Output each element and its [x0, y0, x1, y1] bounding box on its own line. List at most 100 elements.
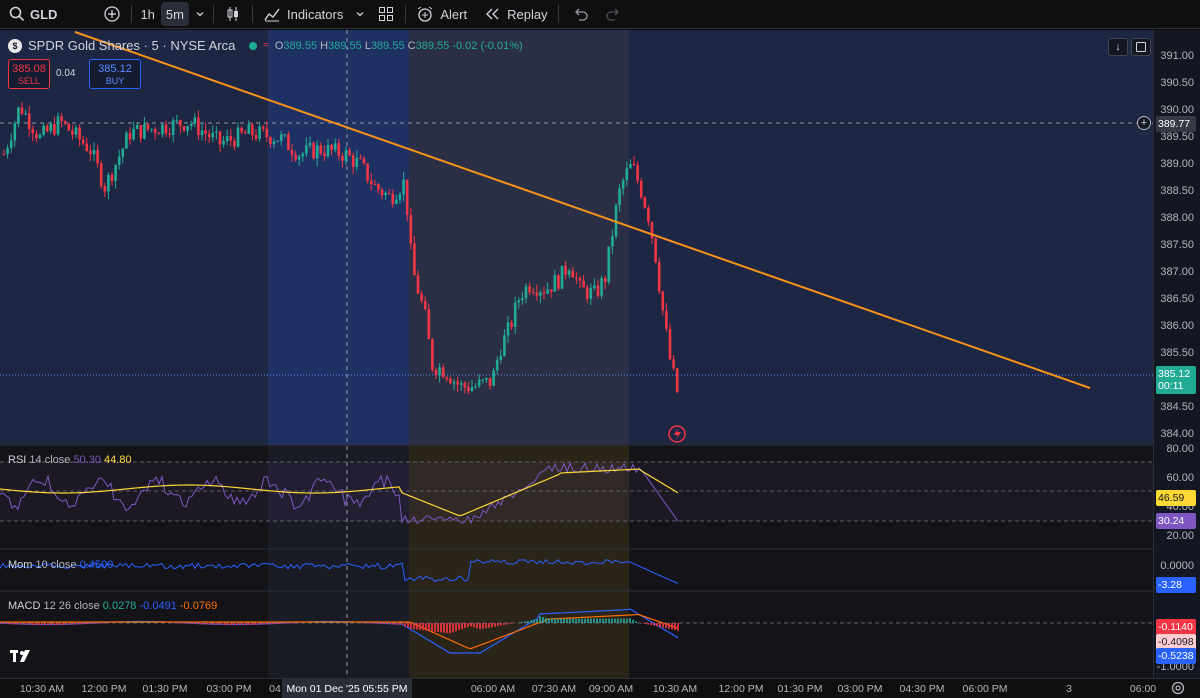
candle-body: [135, 125, 139, 129]
rsi-ma-value: 44.80: [104, 454, 132, 466]
fullscreen-button[interactable]: [1131, 38, 1151, 56]
layouts-button[interactable]: [369, 0, 403, 29]
candle-body: [6, 148, 9, 155]
symbol-title[interactable]: SPDR Gold Shares · 5 · NYSE Arca: [28, 38, 236, 53]
alert-button[interactable]: Alert: [408, 0, 475, 29]
candle-body: [359, 157, 362, 159]
macd-histogram-bar: [83, 623, 85, 625]
candle-body: [200, 130, 204, 136]
candle-body: [481, 379, 485, 381]
macd-histogram-bar: [476, 623, 478, 629]
candle-body: [607, 246, 611, 282]
candle-body: [132, 128, 135, 140]
macd-lines: [0, 608, 679, 654]
undo-button[interactable]: [561, 0, 599, 29]
candle-body: [9, 140, 13, 149]
mom-legend[interactable]: Mom 10 close 0.4500: [8, 559, 113, 571]
flag-icon[interactable]: ≈: [263, 40, 269, 51]
time-axis-label: 04:30 PM: [899, 683, 945, 695]
macd-histogram-bar: [275, 623, 277, 625]
macd-histogram-bar: [2, 623, 4, 624]
candle-body: [20, 107, 24, 114]
compare-button[interactable]: [95, 0, 129, 29]
alarm-clock-icon: [418, 6, 433, 22]
macd-histogram-bar: [62, 623, 64, 625]
price-scale-label: 386.50: [1160, 293, 1194, 305]
ohlc-values: O389.55 H389.55 L389.55 C389.55 -0.02 (-…: [274, 39, 523, 52]
interval-1h-button[interactable]: 1h: [140, 6, 155, 22]
indicators-button[interactable]: Indicators: [255, 0, 351, 29]
market-status-icon[interactable]: [249, 41, 258, 50]
macd-histogram-bar: [509, 623, 511, 624]
chart-canvas[interactable]: [0, 30, 1153, 678]
candle-body: [535, 292, 539, 296]
add-alert-plus-button[interactable]: +: [1137, 116, 1151, 130]
macd-histogram-bar: [443, 623, 445, 633]
candle-body: [629, 163, 632, 169]
macd-histogram-bar: [86, 623, 88, 625]
redo-button[interactable]: [599, 0, 629, 29]
time-axis[interactable]: 06:00 3 06:00 PM 04:30 PM 03:00 PM 01:30 PM 12…: [0, 678, 1200, 698]
macd-histogram-bar: [653, 623, 655, 626]
replay-button[interactable]: Replay: [475, 0, 555, 29]
candle-body: [269, 137, 272, 145]
candle-body: [114, 164, 117, 181]
macd-histogram-bar: [401, 623, 403, 625]
rsi-scale-label: 20.00: [1166, 530, 1194, 542]
candle-body: [81, 139, 85, 144]
candle-body: [13, 123, 17, 141]
candle-body: [539, 292, 542, 296]
candle-body: [89, 150, 92, 155]
last-price: 385.12: [1158, 368, 1191, 380]
macd-histogram-bar: [209, 623, 211, 625]
rewind-icon: [486, 8, 499, 20]
sell-button[interactable]: 385.08 SELL: [8, 59, 50, 89]
scroll-down-button[interactable]: ↓: [1108, 38, 1128, 56]
macd-histogram-bar: [392, 623, 394, 625]
candle-body: [553, 275, 557, 292]
buy-button[interactable]: 385.12 BUY: [89, 59, 141, 89]
candle-body: [74, 127, 78, 135]
macd-histogram-bar: [629, 618, 631, 623]
mom-line: [0, 558, 679, 585]
time-axis-label: 06:00: [1129, 683, 1157, 695]
rsi-value: 50.30: [73, 454, 101, 466]
macd-histogram-bar: [548, 618, 550, 623]
time-axis-label: 03:00 PM: [206, 683, 252, 695]
settings-gear-button[interactable]: [1170, 680, 1188, 698]
candle-body: [121, 148, 125, 157]
macd-name: MACD: [8, 600, 41, 612]
trend-line[interactable]: [74, 31, 1091, 389]
macd-histogram-bar: [413, 623, 415, 630]
symbol-search[interactable]: GLD: [0, 0, 65, 29]
interval-5m-button[interactable]: 5m: [160, 2, 189, 26]
time-axis-label: 06:00 AM: [470, 683, 516, 695]
macd-legend[interactable]: MACD 12 26 close 0.0278 -0.0491 -0.0769: [8, 600, 217, 612]
candle-body: [668, 328, 672, 360]
macd-histogram-bar: [434, 623, 436, 632]
candle-body: [204, 130, 207, 134]
chart-type-button[interactable]: [216, 0, 250, 29]
macd-histogram-bar: [377, 623, 379, 624]
candle-body: [193, 117, 197, 124]
rsi-legend[interactable]: RSI 14 close 50.30 44.80: [8, 454, 132, 466]
price-scale-label: 389.00: [1160, 158, 1194, 170]
tradingview-logo: [10, 650, 30, 662]
macd-histogram-bar: [269, 623, 271, 625]
macd-histogram-bar: [278, 623, 280, 624]
chevron-down-icon: [196, 12, 204, 17]
indicators-dropdown[interactable]: [351, 0, 369, 29]
rsi-ma-tag: 46.59: [1156, 490, 1196, 506]
macd-histogram-bar: [488, 623, 490, 628]
macd-histogram-bar: [227, 623, 229, 625]
price-scale[interactable]: 391.00 390.50 390.00 389.50 389.00 388.50 388.…: [1153, 30, 1200, 678]
chart-legend: $ SPDR Gold Shares · 5 · NYSE Arca ≈ O38…: [8, 38, 523, 53]
candle-body: [672, 359, 675, 369]
interval-dropdown[interactable]: [189, 0, 211, 29]
search-icon: [9, 6, 25, 22]
rsi-params: 14 close: [29, 454, 71, 466]
macd-histogram-bar: [623, 618, 625, 623]
candle-body: [103, 186, 107, 192]
macd-histogram-bar: [248, 623, 250, 625]
macd-histogram-bar: [398, 623, 400, 625]
